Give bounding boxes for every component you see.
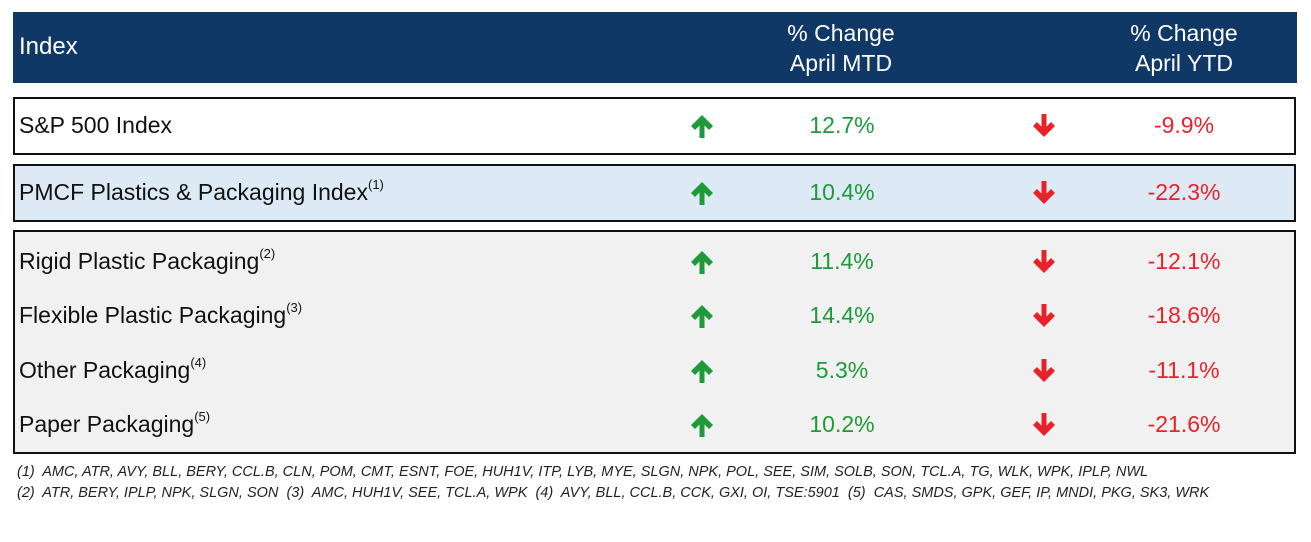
- mtd-value: 5.3%: [815, 357, 869, 383]
- mtd-value: 14.4%: [809, 302, 875, 328]
- footnote-1-text: AMC, ATR, AVY, BLL, BERY, CCL.B, CLN, PO…: [42, 464, 1149, 480]
- pmcf-box: PMCF Plastics & Packaging Index(1) 10.4%…: [13, 164, 1296, 222]
- header-ytd-line2: April YTD: [1135, 50, 1233, 76]
- header-mtd-line2: April MTD: [789, 50, 893, 76]
- subindex-box: Rigid Plastic Packaging(2) 11.4% -12.1% …: [13, 230, 1296, 454]
- ytd-value: -9.9%: [1153, 112, 1215, 138]
- table-row: PMCF Plastics & Packaging Index(1) 10.4%…: [15, 166, 1294, 220]
- table-row: Rigid Plastic Packaging(2) 11.4% -12.1%: [15, 235, 1294, 289]
- mtd-value: 11.4%: [810, 248, 874, 274]
- mtd-value: 10.2%: [809, 411, 875, 437]
- arrow-down-icon: [1031, 180, 1057, 206]
- ytd-value: -12.1%: [1147, 248, 1221, 274]
- arrow-down-icon: [1031, 113, 1057, 139]
- arrow-down-icon: [1031, 249, 1057, 275]
- header-index: Index: [19, 33, 78, 60]
- footnote-5-text: CAS, SMDS, GPK, GEF, IP, MNDI, PKG, SK3,…: [873, 485, 1210, 501]
- arrow-up-icon: [689, 303, 715, 329]
- mtd-value: 12.7%: [809, 112, 875, 138]
- footnote-5-num: (5): [847, 485, 866, 501]
- header-mtd-line1: % Change: [787, 20, 895, 46]
- footnote-3-text: AMC, HUH1V, SEE, TCL.A, WPK: [311, 485, 528, 501]
- table-row: Other Packaging(4) 5.3% -11.1%: [15, 344, 1294, 398]
- arrow-down-icon: [1031, 303, 1057, 329]
- footnote-ref: (4): [190, 355, 207, 371]
- table-row: Paper Packaging(5) 10.2% -21.6%: [15, 398, 1294, 452]
- footnote-ref: (1): [367, 177, 384, 193]
- footnote-ref: (3): [286, 300, 303, 316]
- ytd-value: -11.1%: [1148, 357, 1220, 383]
- footnote-ref: (2): [259, 246, 276, 262]
- arrow-down-icon: [1031, 412, 1057, 438]
- footnotes: (1) AMC, ATR, AVY, BLL, BERY, CCL.B, CLN…: [17, 462, 1287, 504]
- ytd-value: -18.6%: [1147, 302, 1221, 328]
- footnote-4-num: (4): [535, 485, 554, 501]
- ytd-value: -22.3%: [1147, 179, 1221, 205]
- ytd-value: -21.6%: [1147, 411, 1221, 437]
- header-ytd: % Change April YTD: [1064, 18, 1304, 78]
- row-label: PMCF Plastics & Packaging Index(1): [19, 177, 384, 205]
- footnote-ref: (5): [194, 409, 211, 425]
- arrow-up-icon: [689, 113, 715, 139]
- header-mtd: % Change April MTD: [721, 18, 961, 78]
- row-label: Other Packaging(4): [19, 355, 207, 383]
- table-header: Index % Change April MTD % Change April …: [13, 12, 1297, 83]
- footnote-line-1: (1) AMC, ATR, AVY, BLL, BERY, CCL.B, CLN…: [17, 462, 1287, 483]
- row-label: Paper Packaging(5): [19, 409, 211, 437]
- header-ytd-line1: % Change: [1130, 20, 1238, 46]
- arrow-down-icon: [1031, 358, 1057, 384]
- mtd-value: 10.4%: [809, 179, 875, 205]
- sp500-box: S&P 500 Index 12.7% -9.9%: [13, 97, 1296, 155]
- footnote-1-num: (1): [17, 464, 35, 480]
- footnote-3-num: (3): [286, 485, 305, 501]
- row-label: Flexible Plastic Packaging(3): [19, 300, 303, 328]
- footnote-4-text: AVY, BLL, CCL.B, CCK, GXI, OI, TSE:5901: [560, 485, 840, 501]
- arrow-up-icon: [689, 358, 715, 384]
- row-label: S&P 500 Index: [19, 112, 173, 138]
- table-row: Flexible Plastic Packaging(3) 14.4% -18.…: [15, 289, 1294, 343]
- arrow-up-icon: [689, 249, 715, 275]
- arrow-up-icon: [689, 412, 715, 438]
- table-row: S&P 500 Index 12.7% -9.9%: [15, 99, 1294, 153]
- arrow-up-icon: [689, 180, 715, 206]
- footnote-2-num: (2): [17, 485, 35, 501]
- row-label: Rigid Plastic Packaging(2): [19, 246, 276, 274]
- footnote-2-text: ATR, BERY, IPLP, NPK, SLGN, SON: [42, 485, 279, 501]
- footnote-line-2: (2) ATR, BERY, IPLP, NPK, SLGN, SON (3) …: [17, 483, 1287, 504]
